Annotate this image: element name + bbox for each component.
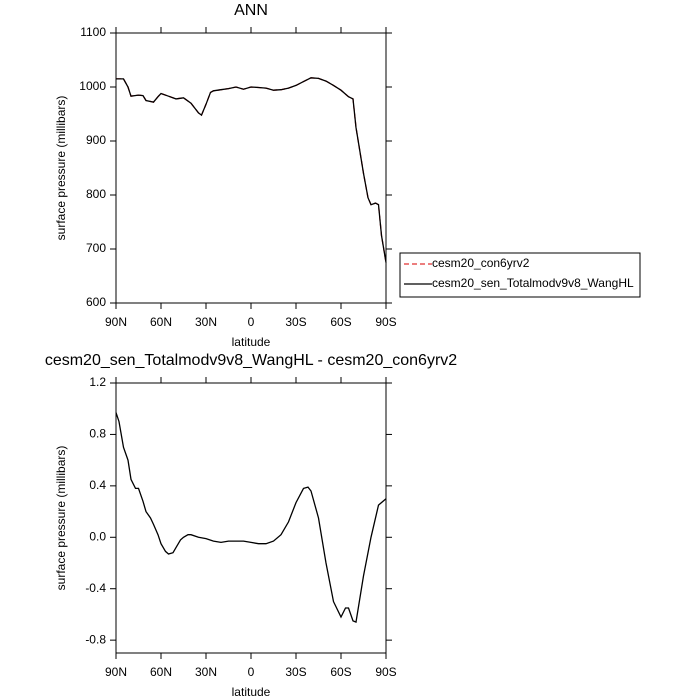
y-tick-label: 1000: [79, 79, 106, 93]
x-tick-label: 30N: [195, 315, 217, 329]
y-tick-label: 1.2: [89, 375, 106, 389]
data-line: [116, 77, 387, 263]
y-tick-label: 0.4: [89, 478, 106, 492]
y-tick-label: 0.8: [89, 427, 106, 441]
y-tick-label: 700: [86, 241, 106, 255]
x-tick-label: 90N: [105, 315, 127, 329]
legend-box: [399, 252, 641, 298]
x-axis-label: latitude: [232, 685, 271, 699]
y-tick-label: -0.4: [85, 581, 106, 595]
x-tick-label: 90N: [105, 665, 127, 679]
data-line: [116, 77, 387, 263]
x-tick-label: 90S: [375, 665, 396, 679]
y-tick-label: 0.0: [89, 529, 106, 543]
y-tick-label: 1100: [80, 25, 106, 39]
x-axis-label: latitude: [232, 335, 271, 349]
y-tick-label: 900: [86, 133, 106, 147]
x-tick-label: 60S: [330, 315, 351, 329]
y-axis-label: surface pressure (millibars): [54, 446, 68, 591]
x-tick-label: 60S: [330, 665, 351, 679]
plot-frame: [115, 382, 387, 654]
y-tick-label: 600: [86, 295, 106, 309]
x-tick-label: 90S: [375, 315, 396, 329]
y-axis-label: surface pressure (millibars): [54, 96, 68, 241]
y-tick-label: 800: [86, 187, 106, 201]
x-tick-label: 60N: [150, 665, 172, 679]
legend-label: cesm20_con6yrv2: [432, 256, 530, 270]
x-tick-label: 30N: [195, 665, 217, 679]
data-line: [115, 412, 387, 624]
legend-label: cesm20_sen_Totalmodv9v8_WangHL: [432, 276, 634, 290]
x-tick-label: 0: [248, 665, 255, 679]
x-tick-label: 0: [248, 315, 255, 329]
x-tick-label: 30S: [285, 315, 306, 329]
plot-frame: [115, 32, 387, 304]
chart-title: ANN: [234, 2, 268, 19]
x-tick-label: 60N: [150, 315, 172, 329]
x-tick-label: 30S: [285, 665, 306, 679]
y-tick-label: -0.8: [85, 632, 106, 646]
chart-title: cesm20_sen_Totalmodv9v8_WangHL - cesm20_…: [45, 352, 457, 369]
